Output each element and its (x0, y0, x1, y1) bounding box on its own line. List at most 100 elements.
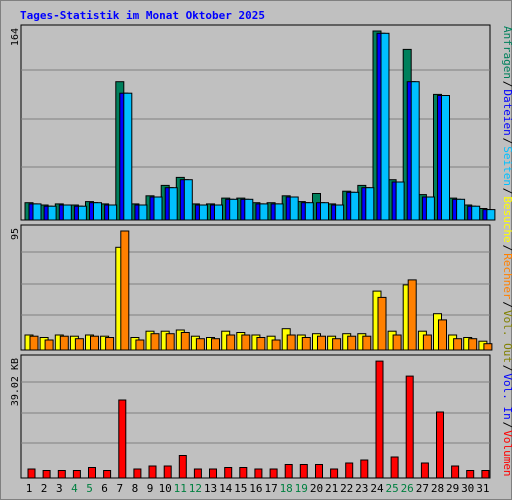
bar-volumen-day-7 (118, 399, 127, 479)
bar-rechner-day-1 (29, 335, 39, 351)
x-tick-label: 2 (41, 482, 48, 495)
bar-rechner-day-2 (44, 339, 54, 351)
x-tick-label: 1 (26, 482, 33, 495)
x-tick-label: 4 (71, 482, 78, 495)
bar-seiten-day-11 (183, 179, 193, 221)
x-tick-label: 17 (264, 482, 277, 495)
bar-volumen-day-1 (27, 468, 36, 479)
x-tick-label: 22 (340, 482, 353, 495)
bar-rechner-day-17 (271, 339, 281, 351)
x-tick-label: 23 (355, 482, 368, 495)
bar-seiten-day-10 (168, 187, 178, 221)
bar-seiten-day-17 (274, 203, 284, 221)
bar-seiten-day-1 (32, 203, 42, 221)
bar-volumen-day-19 (299, 464, 308, 479)
legend-entry: Dateien (501, 89, 512, 135)
bar-seiten-day-13 (214, 204, 223, 221)
bar-seiten-day-16 (259, 203, 269, 221)
bar-seiten-day-31 (486, 209, 496, 221)
bar-volumen-day-14 (224, 467, 233, 479)
bar-rechner-day-9 (150, 333, 160, 351)
bar-volumen-day-2 (42, 470, 51, 479)
y-max-label: 164 (10, 28, 21, 46)
legend-entry: / (501, 81, 512, 88)
x-tick-label: 11 (174, 482, 187, 495)
bar-volumen-day-31 (481, 470, 490, 479)
x-tick-label: 20 (310, 482, 323, 495)
bar-volumen-day-28 (436, 411, 444, 479)
x-tick-label: 13 (204, 482, 217, 495)
x-tick-label: 7 (116, 482, 123, 495)
plot-area (20, 354, 491, 479)
bar-rechner-day-10 (165, 333, 175, 351)
legend-entry: Volumen (501, 430, 512, 476)
legend-entry: / (501, 422, 512, 429)
bar-rechner-day-26 (407, 279, 417, 351)
bar-seiten-day-12 (198, 204, 208, 221)
legend-entry: / (501, 138, 512, 145)
bar-volumen-day-26 (405, 375, 414, 479)
x-tick-label: 6 (101, 482, 108, 495)
panel-hits: 164 (10, 24, 496, 221)
x-tick-label: 14 (219, 482, 233, 495)
bar-volumen-day-13 (209, 468, 217, 479)
bar-volumen-day-22 (345, 462, 354, 479)
bar-volumen-day-11 (178, 455, 187, 479)
bar-volumen-day-23 (360, 459, 369, 479)
x-tick-label: 28 (431, 482, 444, 495)
bar-volumen-day-15 (239, 467, 248, 479)
bar-volumen-day-30 (466, 470, 475, 479)
bar-rechner-day-7 (120, 230, 130, 351)
bar-volumen-day-24 (375, 360, 384, 479)
bar-rechner-day-4 (74, 338, 84, 351)
bar-seiten-day-9 (153, 196, 163, 221)
bar-rechner-day-18 (286, 334, 296, 351)
bar-seiten-day-23 (365, 187, 375, 221)
bar-rechner-day-29 (453, 338, 463, 351)
legend-entry: Seiten (501, 146, 512, 186)
bar-seiten-day-15 (244, 198, 254, 221)
x-tick-label: 8 (132, 482, 139, 495)
legend-entry: / (501, 188, 512, 195)
bar-rechner-day-31 (483, 343, 493, 351)
bar-seiten-day-14 (229, 198, 239, 221)
bar-volumen-day-3 (57, 470, 66, 479)
x-tick-label: 30 (461, 482, 474, 495)
bar-volumen-day-25 (390, 456, 399, 479)
bar-rechner-day-22 (347, 335, 357, 351)
bar-rechner-day-15 (241, 334, 251, 351)
bar-rechner-day-6 (105, 337, 115, 351)
bar-seiten-day-30 (471, 205, 481, 221)
x-tick-label: 26 (401, 482, 414, 495)
legend-entry: Anfragen (501, 26, 512, 79)
bar-volumen-day-12 (193, 468, 202, 479)
bar-volumen-day-16 (254, 468, 263, 479)
bar-volumen-day-21 (330, 468, 339, 479)
bar-volumen-day-27 (420, 462, 429, 479)
x-tick-label: 31 (476, 482, 489, 495)
bar-volumen-day-18 (284, 464, 293, 479)
bar-seiten-day-22 (350, 191, 360, 221)
bar-seiten-day-28 (441, 95, 450, 221)
bar-volumen-day-6 (103, 470, 112, 479)
y-max-label: 39.02 KB (10, 358, 21, 406)
bar-rechner-day-8 (135, 339, 145, 351)
bar-rechner-day-25 (392, 334, 402, 351)
bar-seiten-day-6 (108, 204, 118, 221)
bar-seiten-day-4 (77, 205, 87, 221)
legend-entry: Rechner (501, 253, 512, 300)
bar-rechner-day-5 (90, 335, 99, 351)
legend-entry: / (501, 301, 512, 308)
panel-volume: 39.02 KB (10, 354, 491, 479)
bar-volumen-day-9 (148, 465, 157, 479)
y-max-label: 95 (10, 228, 21, 240)
bar-seiten-day-8 (138, 204, 148, 221)
bar-seiten-day-19 (304, 202, 314, 221)
x-tick-label: 19 (295, 482, 308, 495)
bar-seiten-day-2 (47, 205, 57, 221)
x-tick-label: 15 (234, 482, 247, 495)
bar-volumen-day-10 (163, 465, 172, 479)
legend-entry: / (501, 365, 512, 372)
x-tick-label: 18 (280, 482, 293, 495)
